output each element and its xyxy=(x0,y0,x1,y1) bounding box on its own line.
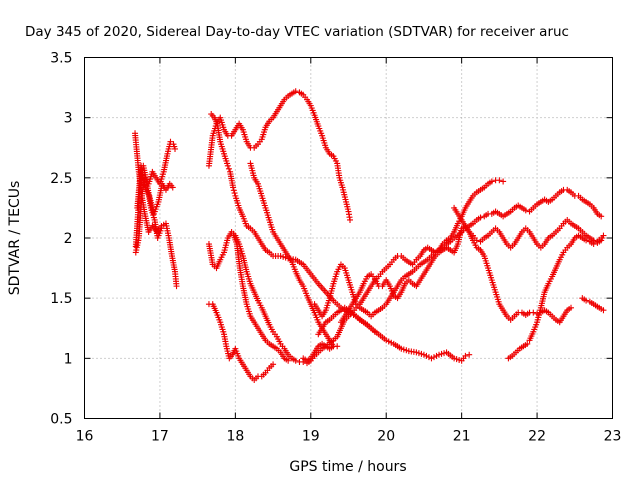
y-tick-label: 1 xyxy=(64,351,73,367)
data-point xyxy=(167,138,174,145)
data-points xyxy=(132,88,607,383)
y-tick-label: 3 xyxy=(64,111,73,127)
series-track-i xyxy=(230,232,292,364)
data-point xyxy=(500,178,507,185)
y-tick-label: 2 xyxy=(64,231,73,247)
data-point xyxy=(473,237,480,244)
data-point xyxy=(173,283,180,290)
data-point xyxy=(371,328,378,335)
data-point xyxy=(524,340,531,347)
data-point-interp xyxy=(230,187,237,194)
data-point xyxy=(583,237,590,244)
data-point xyxy=(347,216,354,223)
x-tick-label: 17 xyxy=(151,429,169,445)
data-point xyxy=(568,304,575,311)
data-point xyxy=(496,177,503,184)
y-tick-label: 1.5 xyxy=(50,291,72,307)
y-tick-label: 0.5 xyxy=(50,412,72,428)
grid xyxy=(84,57,613,419)
data-point xyxy=(270,361,277,368)
data-point xyxy=(292,357,299,364)
data-point xyxy=(600,232,607,239)
data-point xyxy=(522,207,529,214)
data-point xyxy=(600,307,607,314)
y-axis-label: SDTVAR / TECUs xyxy=(7,181,23,296)
series-track-d xyxy=(132,162,165,250)
data-point xyxy=(172,145,179,152)
y-tick-label: 3.5 xyxy=(50,51,72,67)
x-tick-label: 19 xyxy=(302,429,320,445)
data-point xyxy=(285,357,292,364)
data-point xyxy=(462,352,469,359)
series-track-k xyxy=(311,186,605,320)
data-point xyxy=(477,214,484,221)
x-axis-label: GPS time / hours xyxy=(289,459,406,475)
data-point-interp xyxy=(231,190,238,197)
data-point xyxy=(334,343,341,350)
series-track-g xyxy=(205,177,507,367)
data-point xyxy=(488,178,495,185)
series-track-q xyxy=(579,295,607,314)
series-track-e xyxy=(205,88,354,223)
data-point xyxy=(230,184,237,191)
data-point xyxy=(598,213,605,220)
series-track-n xyxy=(315,304,378,338)
series-track-h xyxy=(205,301,277,383)
data-point xyxy=(466,351,473,358)
y-tick-label: 2.5 xyxy=(50,171,72,187)
x-tick-label: 21 xyxy=(453,429,471,445)
series-track-m xyxy=(300,340,341,364)
x-tick-label: 18 xyxy=(226,429,244,445)
series-track-o xyxy=(451,204,605,251)
axis-ticks: 16 17 18 19 20 21 22 23 0.5 1 1.5 2 2.5 3 3.5 xyxy=(50,51,621,445)
x-tick-label: 16 xyxy=(76,429,94,445)
chart-title: Day 345 of 2020, Sidereal Day-to-day VTE… xyxy=(25,24,569,40)
data-point xyxy=(583,297,590,304)
data-point xyxy=(292,88,299,95)
x-tick-label: 20 xyxy=(377,429,395,445)
data-point xyxy=(158,225,165,232)
x-tick-label: 23 xyxy=(604,429,622,445)
data-point xyxy=(590,241,597,248)
data-point xyxy=(169,184,176,191)
series-track-j xyxy=(247,160,337,350)
x-tick-label: 22 xyxy=(528,429,546,445)
data-point xyxy=(224,162,231,169)
series-track-p xyxy=(505,232,607,362)
data-point xyxy=(530,309,537,316)
data-point-interp xyxy=(225,165,232,172)
